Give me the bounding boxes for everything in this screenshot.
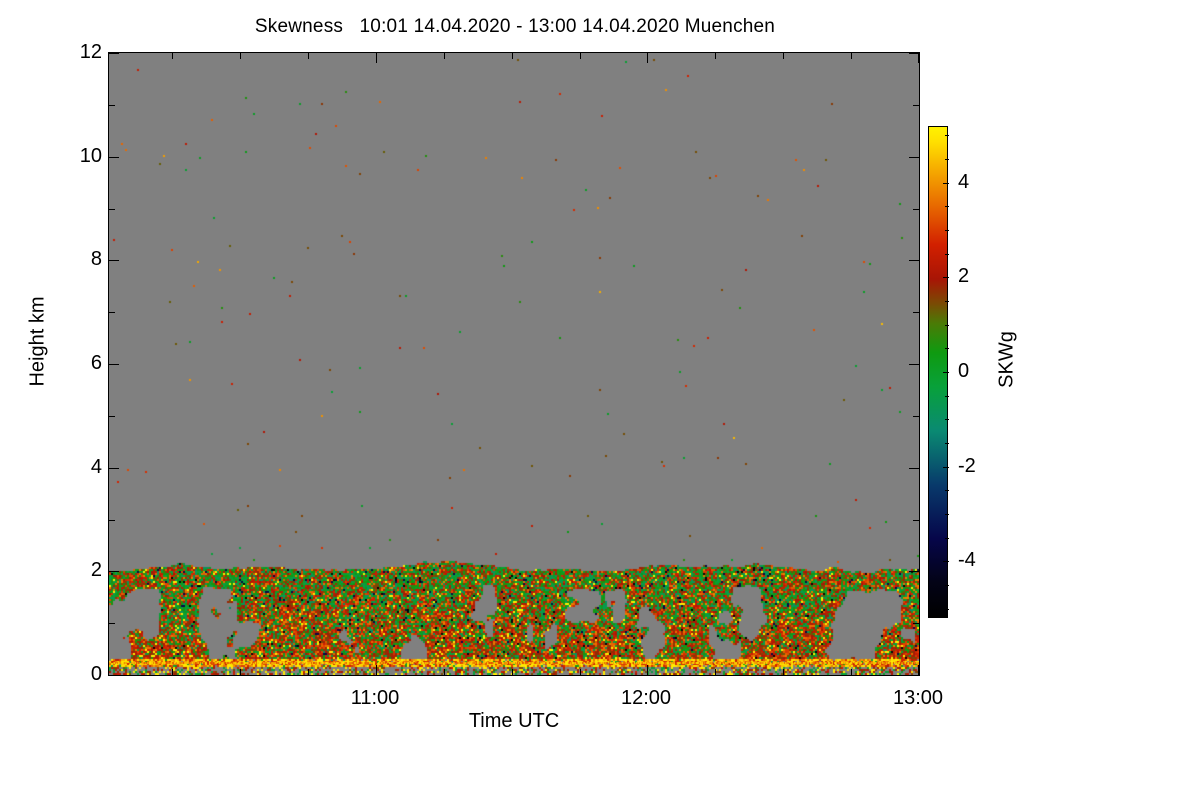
colorbar-tick-minor — [945, 301, 949, 302]
y-tick-major — [909, 157, 919, 158]
x-axis-tick-labels: 11:00 12:00 13:00 — [108, 687, 943, 714]
y-tick-major — [109, 53, 119, 54]
colorbar-tick-label: 2 — [958, 265, 970, 287]
y-tick-label: 12 — [79, 41, 102, 63]
y-tick-major — [109, 468, 119, 469]
x-tick-minor — [308, 53, 309, 59]
colorbar-tick-minor — [945, 135, 949, 136]
y-tick-label: 10 — [79, 145, 102, 167]
y-tick-major — [909, 53, 919, 54]
x-tick-major — [376, 53, 377, 63]
x-tick-minor — [512, 669, 513, 675]
y-tick-minor — [109, 105, 115, 106]
y-tick-minor — [913, 105, 919, 106]
x-tick-minor — [580, 669, 581, 675]
x-tick-major — [647, 53, 648, 63]
colorbar-tick-minor — [945, 514, 949, 515]
x-tick-minor — [851, 669, 852, 675]
x-tick-minor — [783, 669, 784, 675]
colorbar-tick — [943, 372, 949, 373]
y-tick-minor — [109, 520, 115, 521]
x-tick-minor — [240, 53, 241, 59]
colorbar-tick-minor — [945, 609, 949, 610]
y-tick-minor — [913, 520, 919, 521]
colorbar[interactable]: -4 -2 0 2 4 — [928, 126, 976, 618]
colorbar-tick-minor — [945, 419, 949, 420]
x-tick-label: 12:00 — [620, 687, 672, 709]
y-tick-major — [909, 260, 919, 261]
y-axis-tick-labels: 0 2 4 6 8 10 12 — [44, 42, 102, 684]
x-tick-minor — [783, 53, 784, 59]
colorbar-tick-minor — [945, 254, 949, 255]
y-tick-major — [109, 157, 119, 158]
y-tick-major — [109, 260, 119, 261]
y-tick-major — [109, 675, 119, 676]
y-tick-minor — [913, 312, 919, 313]
x-tick-minor — [308, 669, 309, 675]
y-tick-minor — [913, 209, 919, 210]
colorbar-tick-minor — [945, 443, 949, 444]
colorbar-tick-minor — [945, 206, 949, 207]
x-tick-minor — [172, 669, 173, 675]
colorbar-tick-minor — [945, 396, 949, 397]
x-axis-title: Time UTC — [468, 710, 560, 732]
y-tick-minor — [109, 312, 115, 313]
y-axis-title: Height km — [26, 296, 49, 387]
y-tick-label: 8 — [90, 248, 102, 270]
y-tick-label: 4 — [90, 456, 102, 478]
x-tick-major — [918, 53, 919, 63]
page-title: Skewness 10:01 14.04.2020 - 13:00 14.04.… — [254, 16, 776, 37]
y-tick-label: 6 — [90, 352, 102, 374]
y-tick-minor — [109, 416, 115, 417]
colorbar-tick-minor — [945, 159, 949, 160]
colorbar-tick-minor — [945, 325, 949, 326]
colorbar-tick-label: -2 — [958, 455, 976, 477]
colorbar-tick — [943, 277, 949, 278]
y-tick-major — [909, 364, 919, 365]
y-tick-major — [109, 364, 119, 365]
colorbar-tick-minor — [945, 585, 949, 586]
colorbar-title: SKWg — [995, 331, 1018, 388]
x-tick-minor — [715, 53, 716, 59]
colorbar-tick-label: -4 — [958, 549, 976, 571]
y-tick-label: 2 — [90, 559, 102, 581]
x-tick-minor — [580, 53, 581, 59]
colorbar-tick — [943, 467, 949, 468]
heatmap-canvas — [109, 53, 919, 675]
x-tick-minor — [444, 53, 445, 59]
heatmap-plot-area[interactable] — [108, 52, 920, 676]
y-tick-major — [909, 675, 919, 676]
colorbar-tick — [943, 183, 949, 184]
y-tick-minor — [913, 623, 919, 624]
y-tick-minor — [109, 209, 115, 210]
x-tick-minor — [444, 669, 445, 675]
colorbar-tick-minor — [945, 538, 949, 539]
x-tick-label: 13:00 — [892, 687, 944, 709]
x-tick-minor — [240, 669, 241, 675]
y-tick-minor — [913, 416, 919, 417]
x-tick-minor — [172, 53, 173, 59]
x-tick-minor — [715, 669, 716, 675]
colorbar-tick — [943, 561, 949, 562]
y-tick-major — [909, 468, 919, 469]
colorbar-tick-minor — [945, 230, 949, 231]
y-tick-minor — [109, 623, 115, 624]
y-tick-major — [109, 571, 119, 572]
x-tick-major — [647, 665, 648, 675]
x-tick-minor — [851, 53, 852, 59]
y-tick-label: 0 — [90, 663, 102, 685]
colorbar-tick-label: 4 — [958, 171, 970, 193]
x-tick-major — [918, 665, 919, 675]
colorbar-tick-minor — [945, 348, 949, 349]
x-tick-major — [376, 665, 377, 675]
colorbar-tick-minor — [945, 490, 949, 491]
x-tick-minor — [512, 53, 513, 59]
y-tick-major — [909, 571, 919, 572]
x-tick-label: 11:00 — [350, 687, 400, 709]
colorbar-tick-label: 0 — [958, 360, 970, 382]
